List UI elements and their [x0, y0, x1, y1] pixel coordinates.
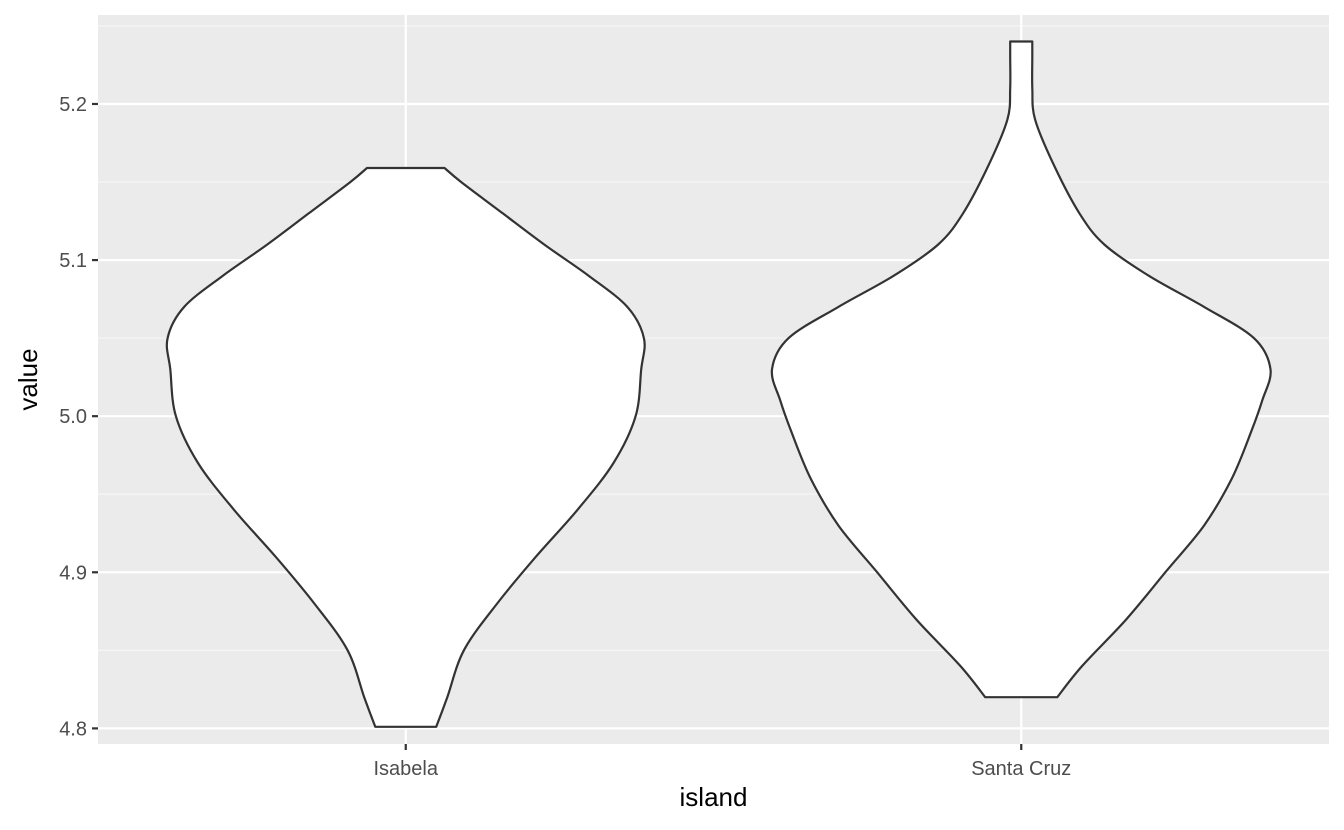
y-tick-label-4: 5.2: [59, 94, 87, 116]
violin-santa-cruz: [770, 40, 1272, 699]
x-axis-title: island: [680, 782, 748, 812]
y-axis-title: value: [13, 348, 43, 410]
y-tick-label-2: 5.0: [59, 406, 87, 428]
x-axis: Isabela Santa Cruz: [374, 744, 1071, 780]
x-tick-label-0: Isabela: [374, 758, 439, 780]
violins: [165, 40, 1272, 728]
y-axis: 4.8 4.9 5.0 5.1 5.2: [59, 94, 98, 740]
y-tick-label-1: 4.9: [59, 562, 87, 584]
violin-isabela: [165, 166, 646, 728]
y-tick-label-0: 4.8: [59, 718, 87, 740]
y-tick-label-3: 5.1: [59, 250, 87, 272]
x-tick-label-1: Santa Cruz: [971, 758, 1071, 780]
